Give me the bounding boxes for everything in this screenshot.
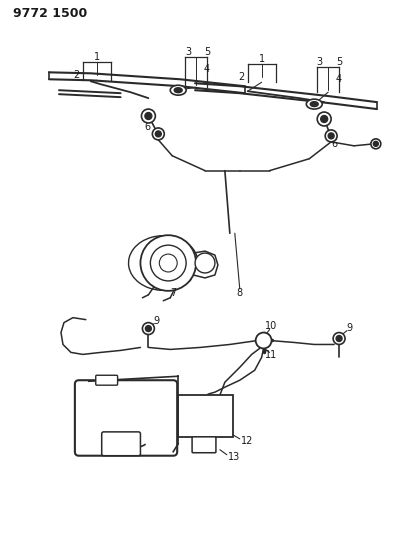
Ellipse shape: [174, 88, 182, 93]
Text: 1: 1: [258, 54, 264, 64]
Text: 2: 2: [74, 70, 80, 80]
Text: 1: 1: [93, 52, 99, 62]
Text: 7: 7: [170, 288, 176, 298]
Circle shape: [335, 336, 341, 342]
Circle shape: [370, 139, 380, 149]
Circle shape: [255, 333, 271, 349]
Circle shape: [333, 333, 344, 344]
Circle shape: [142, 322, 154, 335]
FancyBboxPatch shape: [75, 380, 177, 456]
Circle shape: [144, 112, 151, 119]
Circle shape: [195, 253, 214, 273]
Text: 4: 4: [203, 64, 209, 74]
Text: 2: 2: [238, 72, 244, 82]
Text: 3: 3: [315, 58, 321, 67]
Ellipse shape: [310, 102, 317, 107]
Circle shape: [317, 112, 330, 126]
Bar: [178, 395, 232, 437]
Text: 3: 3: [184, 47, 191, 58]
Text: 12: 12: [240, 436, 252, 446]
Circle shape: [373, 141, 378, 147]
Circle shape: [150, 245, 186, 281]
Text: 9: 9: [345, 322, 351, 333]
Circle shape: [324, 130, 336, 142]
Ellipse shape: [306, 99, 321, 109]
Text: 11: 11: [265, 350, 277, 360]
Circle shape: [159, 254, 177, 272]
Circle shape: [145, 326, 151, 332]
Circle shape: [140, 235, 196, 291]
Circle shape: [155, 131, 161, 137]
Text: 13: 13: [227, 451, 240, 462]
Circle shape: [141, 109, 155, 123]
FancyBboxPatch shape: [101, 432, 140, 456]
Text: 10: 10: [265, 320, 277, 330]
Text: 9772 1500: 9772 1500: [13, 7, 88, 20]
Circle shape: [327, 133, 333, 139]
Text: 5: 5: [335, 58, 342, 67]
Text: 6: 6: [144, 122, 150, 132]
Text: 8: 8: [236, 288, 242, 298]
Text: 9: 9: [153, 316, 159, 326]
FancyBboxPatch shape: [96, 375, 117, 385]
Text: 6: 6: [330, 139, 336, 149]
Circle shape: [320, 116, 327, 123]
Text: 5: 5: [203, 47, 209, 58]
FancyBboxPatch shape: [192, 437, 216, 453]
Circle shape: [152, 128, 164, 140]
Text: 4: 4: [335, 74, 342, 84]
Ellipse shape: [170, 85, 186, 95]
